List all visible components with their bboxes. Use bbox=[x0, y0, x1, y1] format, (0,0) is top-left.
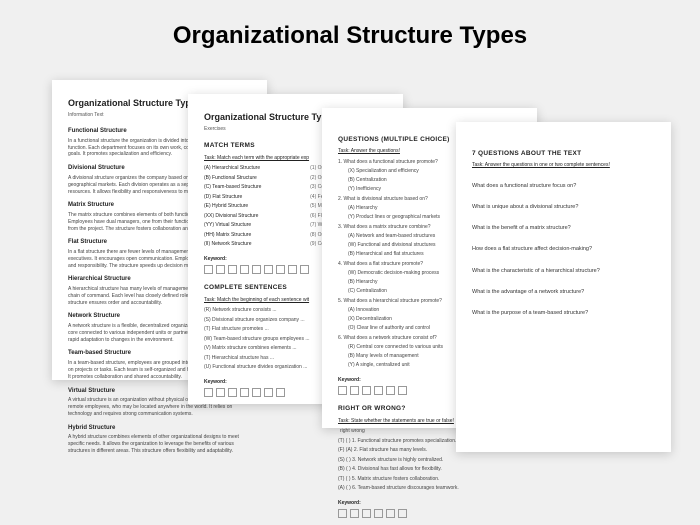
pages-stage: Organizational Structure Types Informati… bbox=[0, 62, 700, 507]
rw-item: (T) ( ) 5. Matrix structure fosters coll… bbox=[338, 476, 521, 483]
text-question: What is the benefit of a matrix structur… bbox=[472, 225, 655, 232]
main-title: Organizational Structure Types bbox=[0, 0, 700, 62]
p4-task: Task: Answer the questions in one or two… bbox=[472, 162, 655, 169]
p4-title: 7 QUESTIONS ABOUT THE TEXT bbox=[472, 150, 655, 158]
text-question: What does a functional structure focus o… bbox=[472, 183, 655, 190]
rw-item: (B) ( ) 4. Divisional has fast allows fo… bbox=[338, 466, 521, 473]
rw-item: (A) ( ) 6. Team-based structure discoura… bbox=[338, 485, 521, 492]
p4-question-list: What does a functional structure focus o… bbox=[472, 183, 655, 317]
match-left: (E) Hybrid Structure bbox=[204, 203, 305, 210]
p3-boxes-2 bbox=[338, 509, 521, 518]
page-4-text-questions: 7 QUESTIONS ABOUT THE TEXT Task: Answer … bbox=[456, 122, 671, 452]
text-question: What is the characteristic of a hierarch… bbox=[472, 268, 655, 275]
match-left: (YY) Virtual Structure bbox=[204, 222, 305, 229]
text-question: What is unique about a divisional struct… bbox=[472, 204, 655, 211]
match-left: (D) Flat Structure bbox=[204, 194, 305, 201]
match-left: (A) Hierarchical Structure bbox=[204, 165, 305, 172]
match-left: (II) Network Structure bbox=[204, 241, 305, 248]
match-left: (B) Functional Structure bbox=[204, 175, 305, 182]
text-question: How does a flat structure affect decisio… bbox=[472, 246, 655, 253]
match-left: (C) Team-based Structure bbox=[204, 184, 305, 191]
rw-item: (S) ( ) 3. Network structure is highly c… bbox=[338, 457, 521, 464]
text-question: What is the advantage of a network struc… bbox=[472, 289, 655, 296]
text-question: What is the purpose of a team-based stru… bbox=[472, 310, 655, 317]
match-left: (HH) Matrix Structure bbox=[204, 232, 305, 239]
section-text: A hybrid structure combines elements of … bbox=[68, 434, 251, 454]
match-left: (XX) Divisional Structure bbox=[204, 213, 305, 220]
p3-keyword-2: Keyword: bbox=[338, 500, 521, 507]
section-heading: Hybrid Structure bbox=[68, 425, 251, 433]
